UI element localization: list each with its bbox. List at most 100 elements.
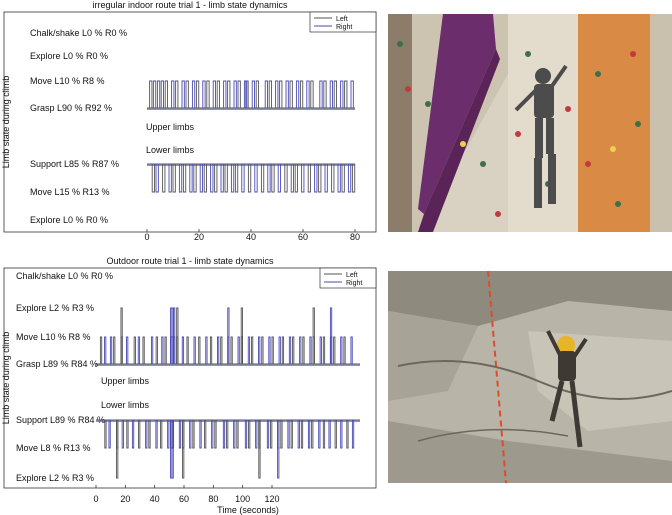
series-right-upper-move-pulse: [350, 80, 354, 108]
series-right-lower-move-pulse: [255, 420, 258, 449]
series-right-lower-move-pulse: [290, 164, 294, 193]
series-right-lower-move-pulse: [222, 420, 226, 449]
series-right-upper-move-pulse: [329, 80, 333, 108]
series-right-lower-move-pulse: [230, 164, 235, 193]
chart-title: irregular indoor route trial 1 - limb st…: [92, 0, 288, 10]
series-left-lower-move-pulse: [351, 164, 356, 193]
series-left-lower-move-pulse: [162, 164, 166, 193]
series-right-upper-move-pulse: [288, 336, 292, 364]
series-left-lower-move-pulse: [224, 164, 228, 193]
series-left-upper-move-pulse: [322, 336, 326, 364]
series-right-upper-move-pulse: [191, 80, 196, 108]
series-right-lower-move-pulse: [189, 420, 192, 449]
series-right-upper-move-pulse: [212, 80, 216, 108]
x-tick-label: 0: [144, 232, 149, 242]
series-left-upper-move-pulse: [186, 336, 189, 364]
series-left-upper-move-pulse: [261, 336, 264, 364]
series-left-upper-move-pulse: [195, 80, 200, 108]
series-right-lower-move-pulse: [244, 420, 248, 449]
lower-state-label: Move L8 % R13 %: [16, 443, 91, 453]
series-right-lower-move-pulse: [307, 420, 311, 449]
series-left-upper-move-pulse: [155, 336, 158, 364]
legend-box: [309, 11, 377, 33]
series-right-lower-move-pulse: [318, 420, 321, 449]
series-right-upper-move-pulse: [309, 336, 312, 364]
series-right-upper-move-pulse: [181, 80, 185, 108]
series-left-lower-move-pulse: [172, 164, 176, 193]
upper-state-label: Grasp L90 % R92 %: [30, 103, 112, 113]
series-right-upper-move-pulse: [205, 336, 208, 364]
series-left-upper-move-pulse: [209, 336, 213, 364]
legend-entry: Left: [336, 16, 348, 23]
series-right-upper-move-pulse: [251, 80, 255, 108]
series-right-lower-move-pulse: [168, 164, 172, 193]
series-left-lower-move-pulse: [126, 420, 129, 449]
series-right-lower-move-pulse: [314, 164, 318, 193]
series-right-upper-move-pulse: [181, 336, 185, 364]
x-tick-label: 60: [298, 232, 308, 242]
upper-state-label: Chalk/shake L0 % R0 %: [16, 271, 113, 281]
series-right-upper-move-pulse: [285, 80, 289, 108]
series-left-lower-move-pulse: [214, 420, 217, 449]
series-right-lower-move-pulse: [167, 420, 170, 449]
lower-state-label: Explore L2 % R3 %: [16, 473, 94, 483]
series-left-lower-move-pulse: [247, 164, 252, 193]
legend-entry: Right: [346, 280, 362, 287]
series-left-upper-move-pulse: [227, 80, 231, 108]
series-left-lower-explore-pulse: [182, 420, 185, 479]
series-left-upper-explore-pulse: [312, 307, 315, 364]
series-right-upper-move-pulse: [243, 80, 248, 108]
x-axis-label: Time (seconds): [217, 505, 279, 515]
series-right-lower-move-pulse: [324, 164, 328, 193]
series-left-upper-explore-pulse: [240, 307, 243, 364]
series-left-lower-move-pulse: [311, 420, 314, 449]
series-right-upper-move-pulse: [295, 80, 300, 108]
x-tick-label: 80: [208, 494, 218, 504]
series-right-upper-move-pulse: [247, 336, 251, 364]
legend-entry: Left: [346, 272, 358, 279]
series-left-upper-move-pulse: [164, 336, 167, 364]
series-left-lower-move-pulse: [148, 420, 151, 449]
series-right-upper-explore-pulse: [227, 307, 230, 364]
series-left-upper-move-pulse: [133, 336, 136, 364]
chart-indoor-limb-states: irregular indoor route trial 1 - limb st…: [1, 0, 377, 242]
series-left-lower-move-pulse: [214, 164, 218, 193]
series-right-upper-move-pulse: [171, 80, 175, 108]
series-left-lower-move-pulse: [334, 420, 337, 449]
series-right-lower-move-pulse: [297, 420, 300, 449]
series-right-upper-move-pulse: [306, 80, 310, 108]
series-right-upper-move-pulse: [340, 80, 344, 108]
series-left-upper-move-pulse: [268, 80, 272, 108]
chart-outdoor-limb-states: Outdoor route trial 1 - limb state dynam…: [1, 256, 377, 515]
series-right-lower-move-pulse: [347, 164, 352, 193]
x-tick-label: 40: [150, 494, 160, 504]
series-right-upper-move-pulse: [109, 336, 113, 364]
series-left-upper-move-pulse: [333, 80, 337, 108]
series-left-lower-move-pulse: [271, 164, 275, 193]
series-right-upper-move-pulse: [202, 80, 206, 108]
series-left-lower-move-pulse: [248, 420, 251, 449]
chart-group: irregular indoor route trial 1 - limb st…: [1, 0, 377, 242]
series-right-lower-move-pulse: [178, 420, 182, 449]
series-right-lower-explore-pulse: [171, 420, 174, 479]
y-axis-label: Limb state during climb: [1, 76, 11, 169]
series-left-lower-explore-pulse: [258, 420, 261, 479]
x-tick-label: 0: [93, 494, 98, 504]
series-left-upper-move-pulse: [99, 336, 103, 364]
series-right-lower-explore-pulse: [277, 420, 280, 479]
series-left-lower-move-pulse: [300, 420, 304, 449]
series-right-lower-move-pulse: [340, 420, 343, 449]
series-right-upper-move-pulse: [299, 336, 302, 364]
series-right-upper-explore-pulse: [329, 307, 333, 364]
series-left-upper-move-pulse: [251, 336, 254, 364]
series-left-upper-move-pulse: [198, 336, 201, 364]
series-right-upper-move-pulse: [152, 80, 157, 108]
series-left-lower-move-pulse: [138, 420, 141, 449]
series-left-lower-move-pulse: [236, 420, 239, 449]
series-left-upper-explore-pulse: [120, 307, 123, 364]
upper-state-label: Grasp L89 % R84 %: [16, 359, 98, 369]
series-left-upper-move-pulse: [113, 336, 116, 364]
upper-limbs-label: Upper limbs: [101, 376, 150, 386]
series-right-lower-move-pulse: [328, 420, 331, 449]
series-right-upper-move-pulse: [161, 336, 164, 364]
